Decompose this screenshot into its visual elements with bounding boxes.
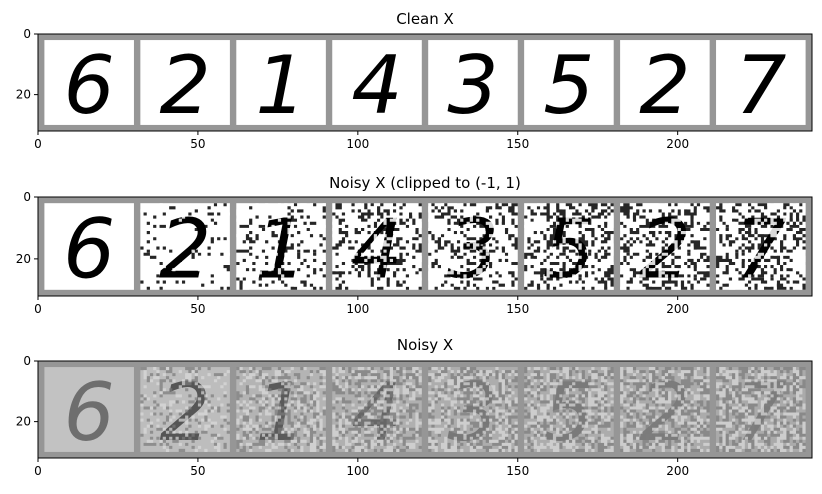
x-tick-label: 0 (34, 302, 42, 316)
noise-light (140, 367, 230, 452)
tile-digit: 4 (351, 39, 402, 133)
tile-6: 5 (524, 203, 614, 296)
tile-8: 7 (716, 203, 806, 296)
x-tick-label: 150 (506, 137, 529, 151)
tile-2: 2 (140, 203, 230, 296)
y-tick-label: 20 (16, 415, 31, 429)
panel-title: Noisy X (397, 336, 453, 354)
x-tick-label: 0 (34, 464, 42, 478)
x-tick-label: 150 (506, 464, 529, 478)
axes-frame (37, 196, 813, 297)
noise-dark (140, 203, 230, 290)
y-tick-label: 0 (23, 354, 31, 368)
tile-background (44, 203, 134, 290)
tile-8: 7 (716, 366, 806, 458)
panel-title: Clean X (396, 10, 454, 28)
tile-7: 2 (620, 39, 710, 133)
noise-light (332, 203, 422, 290)
tile-8: 7 (716, 39, 806, 133)
x-tick-label: 50 (190, 137, 205, 151)
tile-2: 2 (140, 39, 230, 133)
tile-5: 3 (428, 39, 518, 133)
tile-background (236, 40, 326, 125)
tile-4: 4 (332, 366, 422, 458)
tile-4: 4 (332, 39, 422, 133)
tile-3: 1 (236, 203, 326, 296)
tile-digit: 1 (255, 39, 306, 133)
noise-light (620, 203, 710, 290)
tile-digit: 7 (735, 39, 786, 133)
noise-dark (428, 203, 518, 290)
noise-light (524, 203, 614, 290)
axes-frame (37, 33, 813, 132)
x-tick-label: 0 (34, 137, 42, 151)
tile-6: 5 (524, 366, 614, 458)
tile-background (620, 40, 710, 125)
tile-background (44, 40, 134, 125)
tile-1: 6 (44, 39, 134, 133)
tile-digit: 2 (639, 39, 690, 133)
x-tick-label: 200 (666, 137, 689, 151)
tile-background (524, 40, 614, 125)
panel-title: Noisy X (clipped to (-1, 1) (329, 174, 521, 192)
tile-background (44, 367, 134, 452)
y-tick-label: 0 (23, 27, 31, 41)
panel-2: 62143527Noisy X (clipped to (-1, 1)05010… (16, 174, 813, 316)
tile-7: 2 (620, 203, 710, 296)
x-tick-label: 100 (346, 464, 369, 478)
noise-light (236, 367, 326, 452)
tile-2: 2 (140, 366, 230, 458)
x-tick-label: 150 (506, 302, 529, 316)
tile-digit: 6 (63, 203, 115, 298)
x-tick-label: 100 (346, 137, 369, 151)
noise-light (236, 203, 326, 290)
tile-1: 6 (44, 366, 134, 460)
x-tick-label: 200 (666, 464, 689, 478)
tile-digit: 5 (543, 39, 594, 133)
tile-background (716, 40, 806, 125)
tile-digit: 2 (159, 39, 210, 133)
x-tick-label: 50 (190, 302, 205, 316)
noise-light (716, 203, 806, 290)
noise-light (140, 203, 230, 290)
x-tick-label: 200 (666, 302, 689, 316)
noise-dark (716, 203, 806, 290)
tile-digit: 3 (447, 39, 498, 133)
noise-light (332, 367, 422, 452)
tile-5: 3 (428, 203, 518, 296)
axes-frame (37, 360, 813, 459)
tile-background (140, 40, 230, 125)
tile-6: 5 (524, 39, 614, 133)
tile-1: 6 (44, 203, 134, 298)
y-tick-label: 20 (16, 252, 31, 266)
tile-5: 3 (428, 366, 518, 458)
y-tick-label: 0 (23, 190, 31, 204)
noise-light (524, 367, 614, 452)
tile-background (332, 40, 422, 125)
tile-background (428, 40, 518, 125)
noise-light (428, 203, 518, 290)
noise-dark (620, 203, 710, 290)
tile-3: 1 (236, 366, 326, 458)
noise-light (620, 367, 710, 452)
tile-digit: 6 (64, 39, 115, 133)
tile-4: 4 (332, 203, 422, 296)
tile-3: 1 (236, 39, 326, 133)
tile-7: 2 (620, 366, 710, 458)
tile-digit: 6 (64, 366, 115, 460)
x-tick-label: 100 (346, 302, 369, 316)
noise-light (716, 367, 806, 452)
x-tick-label: 50 (190, 464, 205, 478)
noise-light (428, 367, 518, 452)
y-tick-label: 20 (16, 88, 31, 102)
